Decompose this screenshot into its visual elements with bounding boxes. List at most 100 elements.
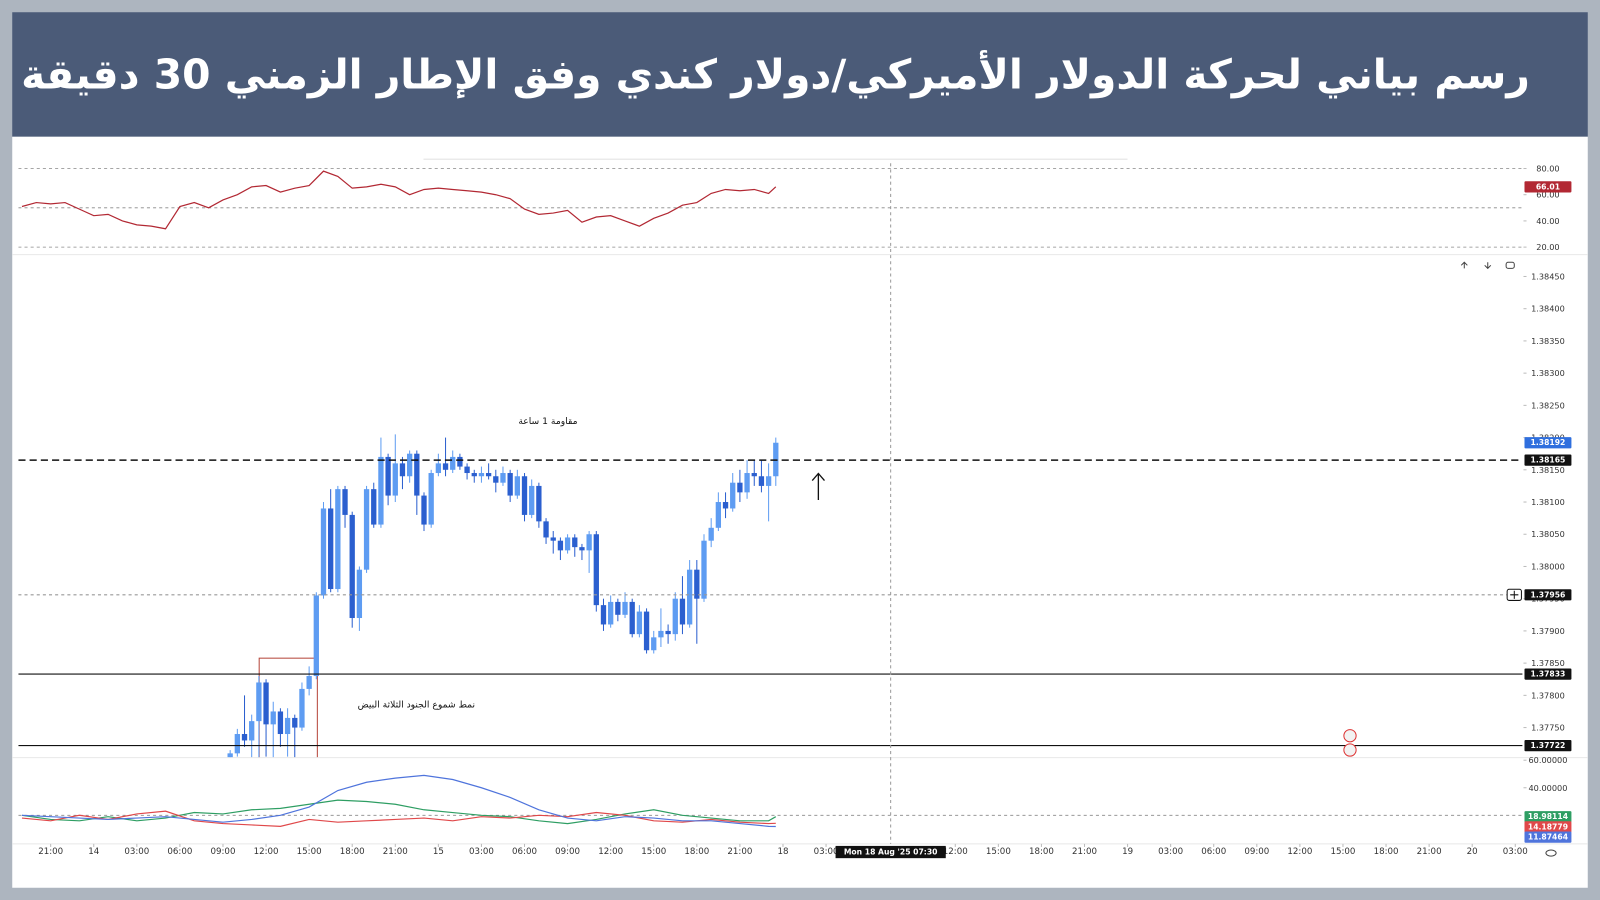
candle-body xyxy=(751,473,757,477)
us-flag-icon xyxy=(1343,729,1357,743)
x-tick-label: 15 xyxy=(433,847,444,857)
y-tick-label: 1.38150 xyxy=(1531,465,1565,475)
x-tick-label: 21:00 xyxy=(38,847,63,857)
candle-body xyxy=(521,476,528,515)
last-value-label-box xyxy=(1524,821,1572,833)
candle-body xyxy=(471,473,477,477)
candle-body xyxy=(263,682,269,725)
x-tick-label: 18:00 xyxy=(340,847,365,857)
candle-body xyxy=(744,473,750,493)
y-tick-label: 1.38450 xyxy=(1531,271,1565,281)
x-tick-label: 03:00 xyxy=(1503,847,1528,857)
reset-icon[interactable] xyxy=(1505,261,1515,269)
scroll-up-icon[interactable] xyxy=(1460,261,1468,269)
candle-body xyxy=(342,489,348,515)
candle-body xyxy=(715,502,722,528)
level-label-box xyxy=(1524,454,1572,466)
candle-body xyxy=(363,489,370,570)
candle-body xyxy=(335,489,341,590)
last-value-label-box xyxy=(1524,811,1572,823)
candle-body xyxy=(493,476,499,483)
rsi-pane xyxy=(18,168,1523,248)
series-line xyxy=(21,799,777,825)
candle-body xyxy=(234,734,240,754)
candle-body xyxy=(514,476,520,496)
x-tick-label: 09:00 xyxy=(555,847,580,857)
level-label-box xyxy=(1524,668,1572,680)
adx-pane xyxy=(18,774,1523,828)
y-tick-label: 1.38400 xyxy=(1531,304,1565,314)
candle-body xyxy=(615,601,621,615)
last-value-label: 14.18779 xyxy=(1528,822,1568,831)
candle-body xyxy=(392,463,398,496)
annotation: مقاومة 1 ساعة xyxy=(518,416,577,427)
level-label: 1.37833 xyxy=(1531,670,1566,679)
candle-body xyxy=(356,569,363,619)
y-tick-label: 1.38350 xyxy=(1531,336,1565,346)
x-tick-label: 21:00 xyxy=(1417,847,1442,857)
candle-body xyxy=(378,456,384,525)
eye-icon[interactable] xyxy=(1545,849,1557,857)
candle-body xyxy=(765,476,772,486)
candle-body xyxy=(450,456,456,470)
y-tick-label: 40.00000 xyxy=(1528,783,1567,793)
x-tick-label: 15:00 xyxy=(641,847,666,857)
x-tick-label: 03:00 xyxy=(814,847,839,857)
candle-body xyxy=(694,569,700,599)
x-tick-label: 18 xyxy=(777,847,788,857)
overlay: 20.00 40.00 60.00 80.00 66.01 1.37750 1.37800 1… xyxy=(18,163,1572,859)
last-price-label-box xyxy=(1524,437,1572,449)
candle-body xyxy=(679,598,686,625)
candle-body xyxy=(758,476,765,486)
ca-flag-icon xyxy=(1343,743,1357,757)
candle-body xyxy=(292,717,298,728)
x-tick-label: 09:00 xyxy=(1244,847,1269,857)
candle-body xyxy=(722,502,729,509)
candle-body xyxy=(543,521,549,538)
x-tick-label: 06:00 xyxy=(1201,847,1226,857)
candle-body xyxy=(241,734,248,741)
candle-body xyxy=(299,688,305,728)
y-tick-label: 1.37800 xyxy=(1531,690,1565,700)
last-value-label-box xyxy=(1524,181,1572,193)
crosshair-time-box xyxy=(835,845,946,859)
x-tick-label: 14 xyxy=(88,847,100,857)
candle-body xyxy=(421,495,427,525)
candle-body xyxy=(464,466,470,474)
x-tick-label: 06:00 xyxy=(512,847,537,857)
annotation: نمط شموع الجنود الثلاثة البيض xyxy=(358,700,475,711)
series-line xyxy=(21,170,777,230)
last-value-label: 66.01 xyxy=(1536,182,1560,191)
y-tick-label: 1.38000 xyxy=(1531,561,1565,571)
candle-body xyxy=(643,611,650,651)
crosshair-add-plus xyxy=(1510,590,1519,599)
x-tick-label: 12:00 xyxy=(598,847,623,857)
x-tick-label: 18:00 xyxy=(684,847,709,857)
header-title: رسم بياني لحركة الدولار الأميركي/دولار ك… xyxy=(21,49,1530,99)
candle-body xyxy=(399,463,406,477)
candle-body xyxy=(572,537,578,548)
candle-body xyxy=(600,605,607,625)
scroll-down-icon[interactable] xyxy=(1484,262,1492,270)
level-label: 1.37722 xyxy=(1531,741,1566,750)
candle-body xyxy=(320,508,327,596)
candle-body xyxy=(564,537,571,551)
x-tick-label: 09:00 xyxy=(211,847,236,857)
candle-body xyxy=(608,601,614,625)
candle-body xyxy=(636,611,643,635)
candle-body xyxy=(651,637,657,651)
candle-body xyxy=(414,453,420,496)
candle-body xyxy=(428,473,434,525)
candle-body xyxy=(737,482,743,493)
candle-body xyxy=(349,514,355,619)
y-tick-label: 60.00000 xyxy=(1528,755,1567,765)
x-tick-label: 12:00 xyxy=(254,847,279,857)
candle-body xyxy=(730,482,736,509)
candle-body xyxy=(593,534,599,606)
x-tick-label: 03:00 xyxy=(1158,847,1183,857)
candle-body xyxy=(629,601,635,635)
y-tick-label: 1.37750 xyxy=(1531,723,1565,733)
y-tick-label: 20.00 xyxy=(1536,242,1559,252)
candle-body xyxy=(385,456,391,496)
x-tick-label: 21:00 xyxy=(383,847,408,857)
